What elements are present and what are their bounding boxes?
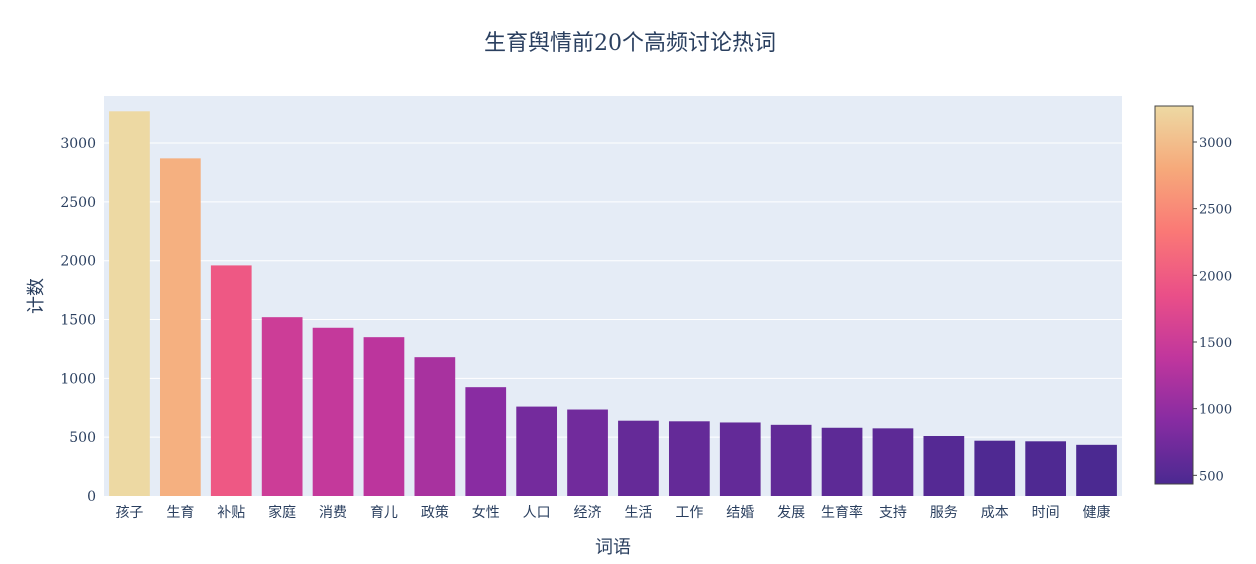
x-tick-label: 支持 xyxy=(879,505,907,521)
x-tick-label: 消费 xyxy=(319,505,347,521)
colorbar-tick-label: 500 xyxy=(1199,469,1224,484)
y-tick-label: 2500 xyxy=(60,195,96,211)
bar-补贴 xyxy=(210,265,252,496)
plot-area xyxy=(104,96,1122,496)
x-tick-label: 经济 xyxy=(574,505,602,521)
x-axis-title: 词语 xyxy=(595,537,631,558)
x-tick-labels: 孩子 生育 补贴 家庭 消费 育儿 政策 女性 人口 经济 生活 工作 结婚 发展 生育率 支持 服务 成本 时间 健… xyxy=(115,504,1110,521)
colorbar-tick-label: 2500 xyxy=(1199,203,1232,218)
bar-育儿 xyxy=(363,337,405,496)
y-tick-label: 1000 xyxy=(60,371,96,387)
x-tick-label: 人口 xyxy=(523,505,551,521)
x-tick-label: 成本 xyxy=(981,505,1009,521)
bar-健康 xyxy=(1076,444,1117,496)
colorbar-tick-label: 1000 xyxy=(1199,403,1232,418)
colorbar-tick-label: 2000 xyxy=(1199,269,1232,284)
x-tick-label: 发展 xyxy=(777,505,805,521)
x-tick-label: 健康 xyxy=(1083,504,1111,521)
x-tick-label: 服务 xyxy=(930,505,958,521)
bar-消费 xyxy=(312,327,354,496)
bar-生育 xyxy=(159,158,201,496)
bar-支持 xyxy=(872,428,914,496)
bars xyxy=(109,111,1117,496)
bar-经济 xyxy=(567,409,608,496)
x-tick-label: 补贴 xyxy=(217,505,245,521)
bar-政策 xyxy=(414,357,456,496)
y-tick-label: 1500 xyxy=(60,313,96,329)
x-tick-label: 生育 xyxy=(166,505,194,521)
y-tick-label: 2000 xyxy=(60,254,96,270)
bar-成本 xyxy=(974,440,1016,496)
bar-服务 xyxy=(923,436,965,496)
colorbar-tick-labels: 500 1000 1500 2000 2500 3000 xyxy=(1193,136,1232,484)
bar-女性 xyxy=(465,387,507,496)
chart-title: 生育舆情前20个高频讨论热词 xyxy=(484,31,776,56)
colorbar-tick-label: 3000 xyxy=(1199,136,1232,151)
y-tick-label: 500 xyxy=(69,430,96,446)
bar-发展 xyxy=(770,424,812,496)
bar-人口 xyxy=(516,406,558,496)
x-tick-label: 家庭 xyxy=(268,504,296,521)
colorbar xyxy=(1154,105,1194,485)
x-tick-label: 育儿 xyxy=(370,505,398,521)
x-tick-label: 生活 xyxy=(624,505,652,521)
y-axis-title: 计数 xyxy=(26,278,47,314)
bar-生活 xyxy=(618,420,659,496)
x-tick-label: 女性 xyxy=(472,504,500,521)
bar-结婚 xyxy=(719,422,761,496)
x-tick-label: 时间 xyxy=(1032,505,1060,521)
y-tick-label: 3000 xyxy=(60,136,96,152)
y-tick-label: 0 xyxy=(87,489,96,505)
x-tick-label: 孩子 xyxy=(115,505,143,521)
x-tick-label: 工作 xyxy=(675,505,703,521)
bar-孩子 xyxy=(109,111,150,496)
bar-工作 xyxy=(668,421,710,496)
colorbar-tick-label: 1500 xyxy=(1199,336,1232,351)
x-tick-label: 政策 xyxy=(421,504,449,521)
bar-生育率 xyxy=(821,427,863,496)
x-tick-label: 生育率 xyxy=(821,504,863,521)
bar-家庭 xyxy=(261,317,303,496)
bar-时间 xyxy=(1025,441,1067,496)
y-tick-labels: 0 500 1000 1500 2000 2500 3000 xyxy=(60,136,96,505)
x-tick-label: 结婚 xyxy=(726,505,754,521)
